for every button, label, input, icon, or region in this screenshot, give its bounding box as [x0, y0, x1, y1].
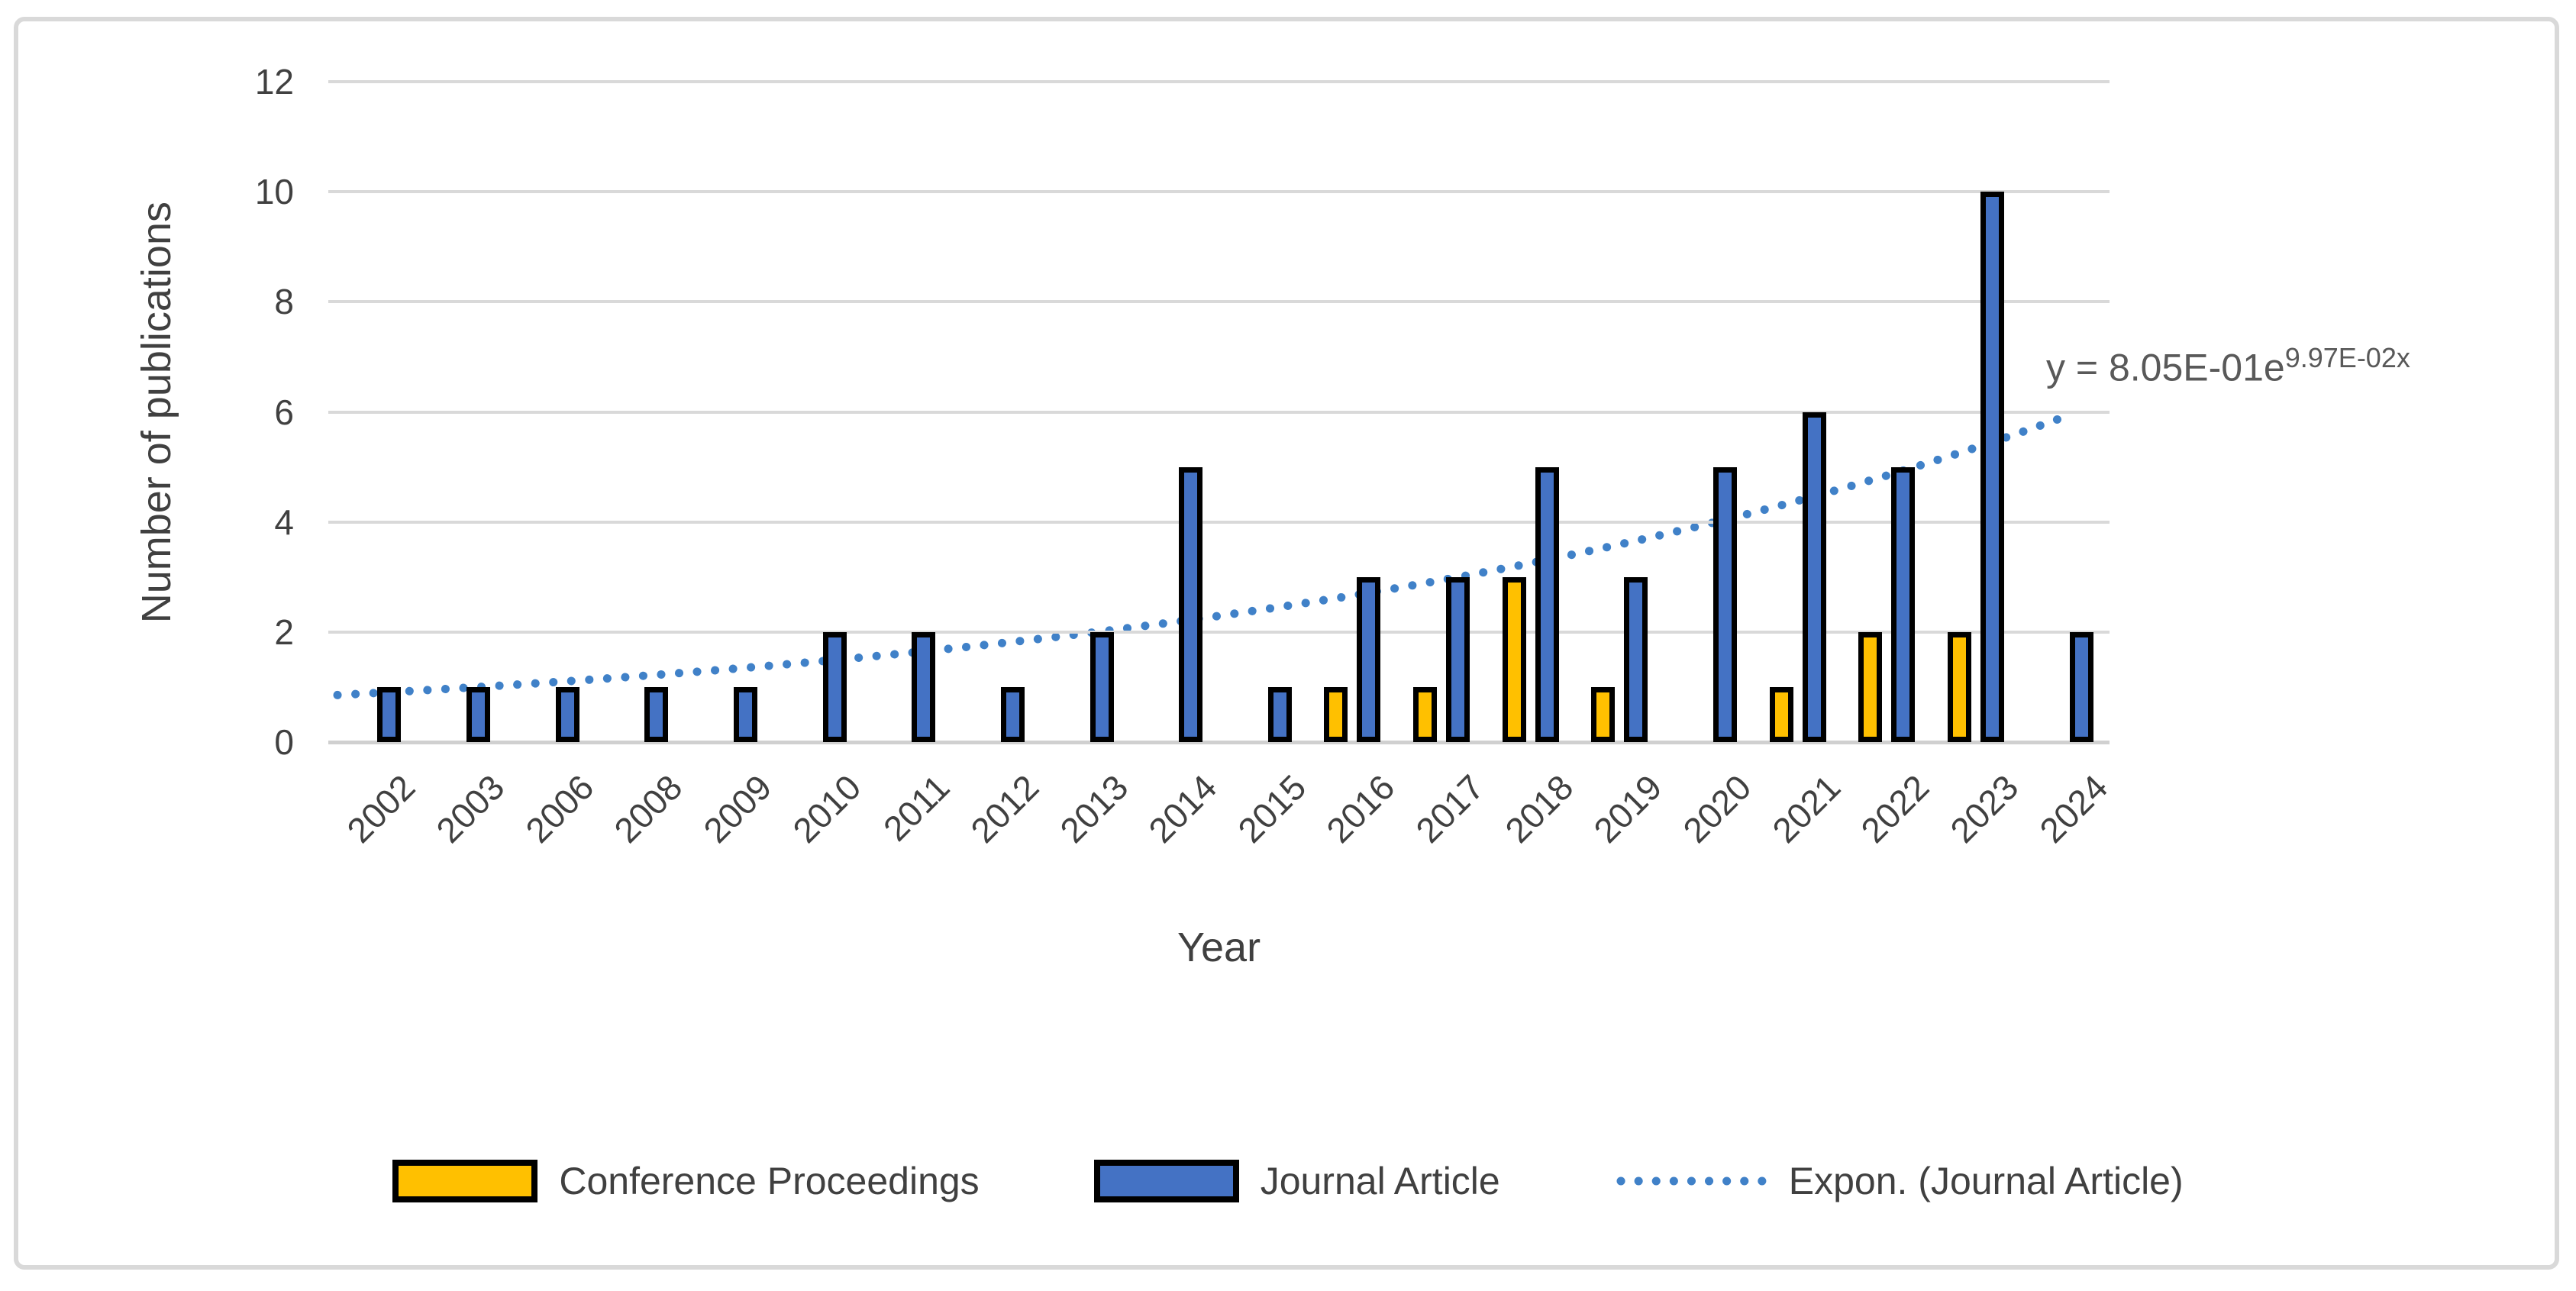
- gridline-y-8: [328, 300, 2110, 304]
- gridline-y-2: [328, 630, 2110, 634]
- x-axis-title: Year: [1177, 925, 1261, 970]
- trendline-swatch: [1616, 1176, 1767, 1186]
- y-tick-label-8: 8: [274, 282, 294, 322]
- bar-journal-article-2021: [1802, 412, 1826, 742]
- gridline-y-12: [328, 80, 2110, 83]
- trendline-equation-base: y = 8.05E-01e: [2046, 346, 2285, 389]
- bar-journal-article-2006: [555, 686, 579, 742]
- category-group-2016: [1308, 82, 1397, 742]
- conference-proceedings-swatch: [392, 1160, 538, 1202]
- category-group-2019: [1575, 82, 1664, 742]
- bar-journal-article-2015: [1267, 686, 1292, 742]
- category-group-2011: [863, 82, 952, 742]
- bar-journal-article-2014: [1179, 466, 1203, 742]
- category-group-2003: [418, 82, 507, 742]
- category-group-2024: [2020, 82, 2110, 742]
- bar-journal-article-2019: [1624, 576, 1648, 742]
- bar-conference-proceedings-2019: [1591, 686, 1616, 742]
- bar-journal-article-2020: [1713, 466, 1738, 742]
- legend-label-trendline: Expon. (Journal Article): [1788, 1160, 2184, 1202]
- trendline-layer: [333, 409, 2078, 699]
- bar-journal-article-2012: [1000, 686, 1025, 742]
- category-group-2009: [685, 82, 774, 742]
- bar-conference-proceedings-2021: [1769, 686, 1793, 742]
- bar-journal-article-2009: [733, 686, 757, 742]
- legend-item-conference-proceedings: Conference Proceedings: [392, 1159, 980, 1203]
- gridline-y-6: [328, 410, 2110, 414]
- bar-journal-article-2024: [2069, 631, 2093, 742]
- trendline-equation: y = 8.05E-01e9.97E-02x: [2046, 342, 2410, 390]
- bar-journal-article-2018: [1535, 466, 1559, 742]
- legend-item-journal-article: Journal Article: [1093, 1159, 1500, 1203]
- category-group-2021: [1753, 82, 1842, 742]
- legend-label-conference-proceedings: Conference Proceedings: [559, 1160, 980, 1202]
- bar-journal-article-2017: [1446, 576, 1470, 742]
- bar-journal-article-2022: [1891, 466, 1916, 742]
- category-group-2018: [1486, 82, 1575, 742]
- gridline-y-10: [328, 190, 2110, 194]
- chart-frame-border: [14, 17, 2559, 1270]
- bar-conference-proceedings-2023: [1948, 631, 1971, 742]
- y-tick-label-6: 6: [274, 392, 294, 432]
- bar-conference-proceedings-2017: [1413, 686, 1438, 742]
- bar-journal-article-2008: [644, 686, 669, 742]
- legend-label-journal-article: Journal Article: [1260, 1160, 1500, 1202]
- journal-article-swatch: [1093, 1160, 1239, 1202]
- category-group-2014: [1130, 82, 1219, 742]
- category-group-2002: [328, 82, 418, 742]
- bar-conference-proceedings-2016: [1324, 686, 1348, 742]
- category-group-2015: [1219, 82, 1309, 742]
- category-group-2012: [952, 82, 1041, 742]
- bar-journal-article-2023: [1980, 192, 2004, 742]
- category-group-2020: [1664, 82, 1754, 742]
- category-group-2023: [1932, 82, 2021, 742]
- category-group-2022: [1842, 82, 1932, 742]
- bar-journal-article-2011: [912, 631, 936, 742]
- bar-journal-article-2002: [377, 686, 402, 742]
- y-tick-label-12: 12: [254, 62, 294, 102]
- bar-journal-article-2010: [822, 631, 847, 742]
- category-group-2017: [1397, 82, 1487, 742]
- category-group-2013: [1041, 82, 1130, 742]
- plot-area: [328, 80, 2110, 744]
- gridline-y-0: [328, 741, 2110, 744]
- trendline-equation-exponent: 9.97E-02x: [2284, 342, 2410, 373]
- category-group-2006: [506, 82, 596, 742]
- bar-journal-article-2003: [466, 686, 490, 742]
- y-tick-label-2: 2: [274, 612, 294, 652]
- bar-journal-article-2016: [1357, 576, 1381, 742]
- y-tick-label-4: 4: [274, 502, 294, 542]
- exponential-trendline: [333, 409, 2078, 699]
- y-tick-label-0: 0: [274, 722, 294, 762]
- gridline-y-4: [328, 520, 2110, 524]
- legend-item-trendline: Expon. (Journal Article): [1615, 1159, 2184, 1203]
- bar-conference-proceedings-2022: [1858, 631, 1883, 742]
- category-group-2008: [596, 82, 685, 742]
- legend: Conference Proceedings Journal Article E…: [0, 1159, 2576, 1203]
- bar-journal-article-2013: [1089, 631, 1114, 742]
- category-group-2010: [773, 82, 863, 742]
- y-tick-label-10: 10: [254, 172, 294, 212]
- bar-conference-proceedings-2018: [1502, 576, 1526, 742]
